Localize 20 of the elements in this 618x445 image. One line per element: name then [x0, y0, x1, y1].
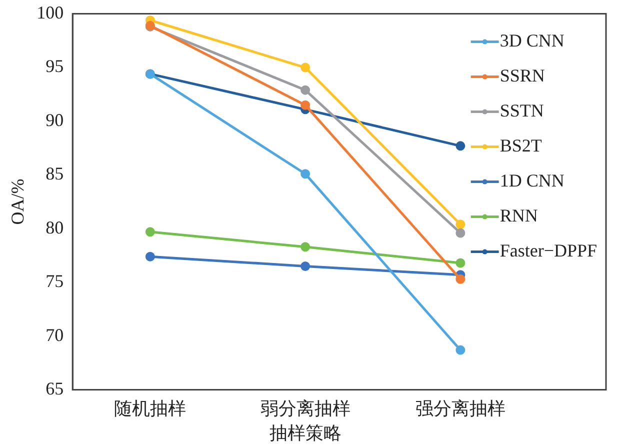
x-tick-label: 强分离抽样 [415, 398, 506, 418]
legend-label: 3D CNN [500, 30, 564, 51]
y-tick-label: 100 [36, 2, 64, 23]
legend-label: 1D CNN [500, 170, 564, 191]
y-tick-label: 90 [46, 110, 64, 130]
legend-label: BS2T [500, 136, 542, 156]
legend-label: Faster−DPPF [500, 240, 597, 261]
legend-label: SSRN [500, 66, 545, 86]
y-tick-label: 80 [46, 217, 64, 238]
legend-label: SSTN [500, 100, 544, 121]
y-axis-title: OA/% [8, 178, 28, 225]
legend-label: RNN [500, 206, 538, 226]
y-tick-label: 70 [46, 324, 64, 345]
y-tick-label: 65 [46, 378, 64, 399]
y-tick-label: 75 [46, 271, 64, 292]
y-tick-label: 85 [46, 164, 64, 184]
y-tick-label: 95 [46, 56, 64, 76]
x-tick-label: 弱分离抽样 [260, 398, 350, 418]
x-axis-title: 抽样策略 [269, 422, 342, 443]
x-tick-label: 随机抽样 [114, 398, 186, 418]
